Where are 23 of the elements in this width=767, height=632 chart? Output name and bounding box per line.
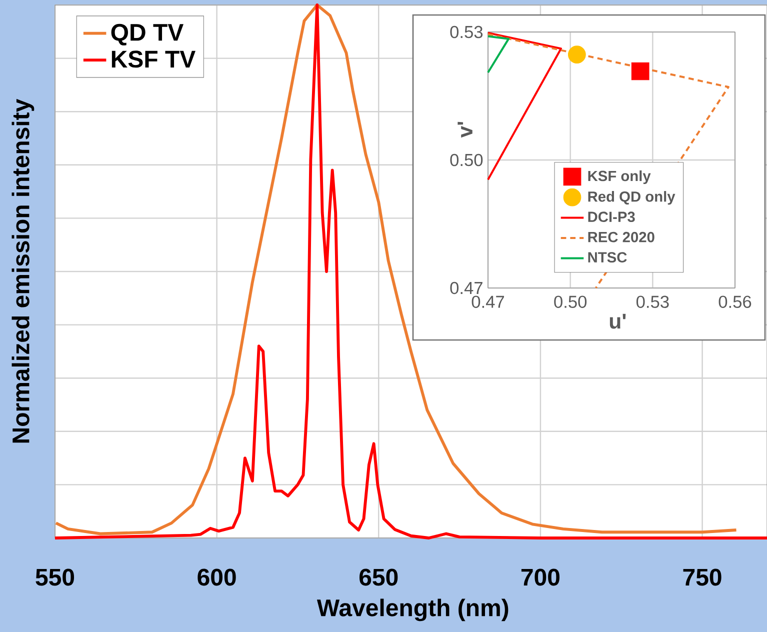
legend-label: KSF TV (112, 50, 196, 68)
x-axis-title: Wavelength (nm) (316, 598, 508, 622)
y-tick-label: 0.47 (450, 282, 482, 294)
legend-label: QD TV (111, 24, 184, 46)
x-tick-label: 0.47 (472, 296, 504, 308)
y-axis-title: Normalized emission intensity (12, 98, 34, 443)
x-tick-label: 0.53 (636, 296, 669, 308)
legend-label: KSF only (588, 170, 651, 184)
y-axis-title: v' (458, 122, 472, 138)
x-tick-label: 550 (36, 568, 74, 586)
x-tick-label: 600 (198, 568, 236, 586)
x-tick-label: 0.56 (718, 296, 752, 308)
x-axis-title: u' (610, 314, 626, 329)
x-tick-label: 650 (359, 568, 398, 586)
legend-label: Red QD only (588, 191, 676, 205)
y-tick-label: 0.53 (450, 26, 483, 38)
legend-label: DCI-P3 (588, 212, 635, 222)
legend-label: NTSC (588, 252, 627, 263)
y-tick-label: 0.50 (450, 154, 483, 166)
x-tick-label: 0.50 (554, 296, 587, 308)
x-tick-label: 750 (683, 568, 722, 586)
legend-label: REC 2020 (588, 232, 654, 242)
x-tick-label: 700 (521, 568, 560, 586)
